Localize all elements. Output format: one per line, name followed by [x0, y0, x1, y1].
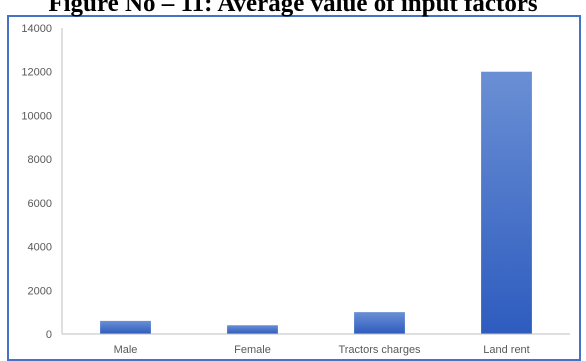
- y-axis: 0 2000 4000 6000 8000 10000 12000 14000: [21, 23, 63, 341]
- y-tick-label: 4000: [28, 242, 52, 254]
- bar-female: [227, 325, 278, 334]
- bar-land-rent: [481, 71, 532, 334]
- bar-male: [100, 320, 151, 334]
- bars: [100, 71, 532, 334]
- x-axis: Male Female Tractors charges Land rent: [62, 333, 570, 356]
- x-category-label: Land rent: [483, 344, 529, 356]
- y-tick-label: 10000: [21, 110, 52, 122]
- bar-tractors-charges: [354, 312, 405, 334]
- y-tick-label: 12000: [21, 67, 52, 79]
- y-tick-label: 8000: [28, 154, 52, 166]
- y-tick-label: 6000: [28, 198, 52, 210]
- y-tick-label: 14000: [21, 23, 52, 35]
- x-category-label: Male: [114, 344, 138, 356]
- chart-title: Figure No – 11: Average value of input f…: [48, 0, 538, 17]
- x-category-label: Tractors charges: [338, 344, 421, 356]
- y-tick-label: 0: [46, 329, 52, 341]
- y-tick-label: 2000: [28, 285, 52, 297]
- x-category-label: Female: [234, 344, 271, 356]
